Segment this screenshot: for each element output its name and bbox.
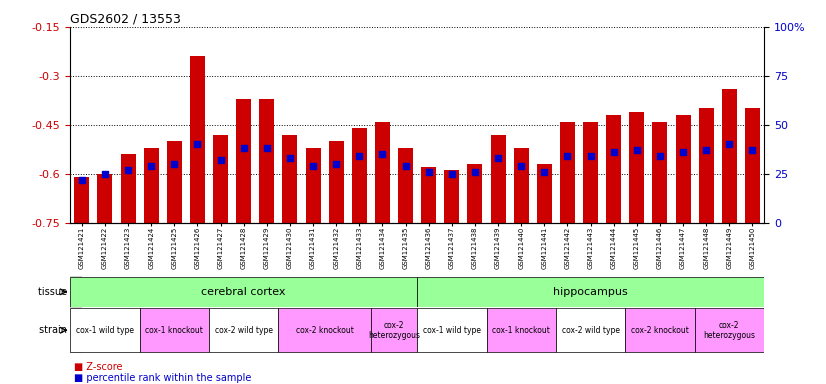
Text: hippocampus: hippocampus: [553, 287, 628, 297]
Text: strain: strain: [39, 325, 70, 335]
Bar: [167, 141, 182, 223]
Point: [630, 147, 643, 153]
Bar: [259, 99, 274, 223]
Bar: [70, 308, 140, 353]
Bar: [556, 308, 625, 353]
Bar: [209, 308, 278, 353]
Text: cox-2
heterozygous: cox-2 heterozygous: [704, 321, 755, 340]
Point: [607, 149, 620, 155]
Text: cox-1 knockout: cox-1 knockout: [492, 326, 550, 335]
Bar: [97, 174, 112, 223]
Point: [746, 147, 759, 153]
Point: [98, 170, 112, 177]
Point: [515, 163, 528, 169]
Point: [121, 167, 135, 173]
Point: [191, 141, 204, 147]
Bar: [722, 89, 737, 223]
Text: cox-1 wild type: cox-1 wild type: [423, 326, 481, 335]
Text: cox-2 knockout: cox-2 knockout: [296, 326, 354, 335]
Bar: [560, 121, 575, 223]
Bar: [514, 147, 529, 223]
Bar: [70, 307, 82, 353]
Text: cox-1 knockout: cox-1 knockout: [145, 326, 203, 335]
Point: [283, 155, 297, 161]
Bar: [653, 121, 667, 223]
Bar: [625, 308, 695, 353]
Point: [561, 153, 574, 159]
Text: ■ percentile rank within the sample: ■ percentile rank within the sample: [74, 373, 252, 383]
Point: [75, 177, 88, 183]
Bar: [140, 308, 209, 353]
Bar: [213, 134, 228, 223]
Bar: [417, 277, 764, 306]
Point: [260, 145, 273, 151]
Text: GDS2602 / 13553: GDS2602 / 13553: [70, 13, 181, 26]
Bar: [417, 308, 487, 353]
Bar: [583, 121, 598, 223]
Bar: [695, 308, 764, 353]
Point: [145, 163, 158, 169]
Bar: [371, 308, 417, 353]
Bar: [606, 115, 621, 223]
Point: [399, 163, 412, 169]
Point: [468, 169, 482, 175]
Point: [214, 157, 227, 163]
Bar: [699, 108, 714, 223]
Text: cox-2 wild type: cox-2 wild type: [215, 326, 273, 335]
Bar: [352, 128, 367, 223]
Point: [538, 169, 551, 175]
Point: [237, 145, 250, 151]
Bar: [144, 147, 159, 223]
Point: [376, 151, 389, 157]
Text: cerebral cortex: cerebral cortex: [202, 287, 286, 297]
Text: cox-1 wild type: cox-1 wild type: [76, 326, 134, 335]
Text: ■ Z-score: ■ Z-score: [74, 362, 123, 372]
Bar: [190, 56, 205, 223]
Bar: [491, 134, 506, 223]
Bar: [278, 308, 371, 353]
Point: [306, 163, 320, 169]
Bar: [329, 141, 344, 223]
Point: [422, 169, 435, 175]
Bar: [70, 276, 82, 307]
Bar: [121, 154, 135, 223]
Point: [168, 161, 181, 167]
Text: cox-2 wild type: cox-2 wild type: [562, 326, 620, 335]
Point: [353, 153, 366, 159]
Text: cox-2
heterozygous: cox-2 heterozygous: [368, 321, 420, 340]
Bar: [375, 121, 390, 223]
Point: [653, 153, 667, 159]
Bar: [74, 177, 89, 223]
Bar: [444, 170, 459, 223]
Text: tissue: tissue: [38, 287, 70, 297]
Point: [330, 161, 343, 167]
Text: cox-2 knockout: cox-2 knockout: [631, 326, 689, 335]
Bar: [745, 108, 760, 223]
Bar: [306, 147, 320, 223]
Point: [700, 147, 713, 153]
Bar: [398, 147, 413, 223]
Point: [491, 155, 505, 161]
Point: [676, 149, 690, 155]
Bar: [676, 115, 691, 223]
Bar: [487, 308, 556, 353]
Bar: [537, 164, 552, 223]
Bar: [70, 277, 417, 306]
Point: [584, 153, 597, 159]
Bar: [421, 167, 436, 223]
Point: [445, 170, 458, 177]
Bar: [629, 112, 644, 223]
Bar: [282, 134, 297, 223]
Point: [723, 141, 736, 147]
Bar: [236, 99, 251, 223]
Bar: [468, 164, 482, 223]
